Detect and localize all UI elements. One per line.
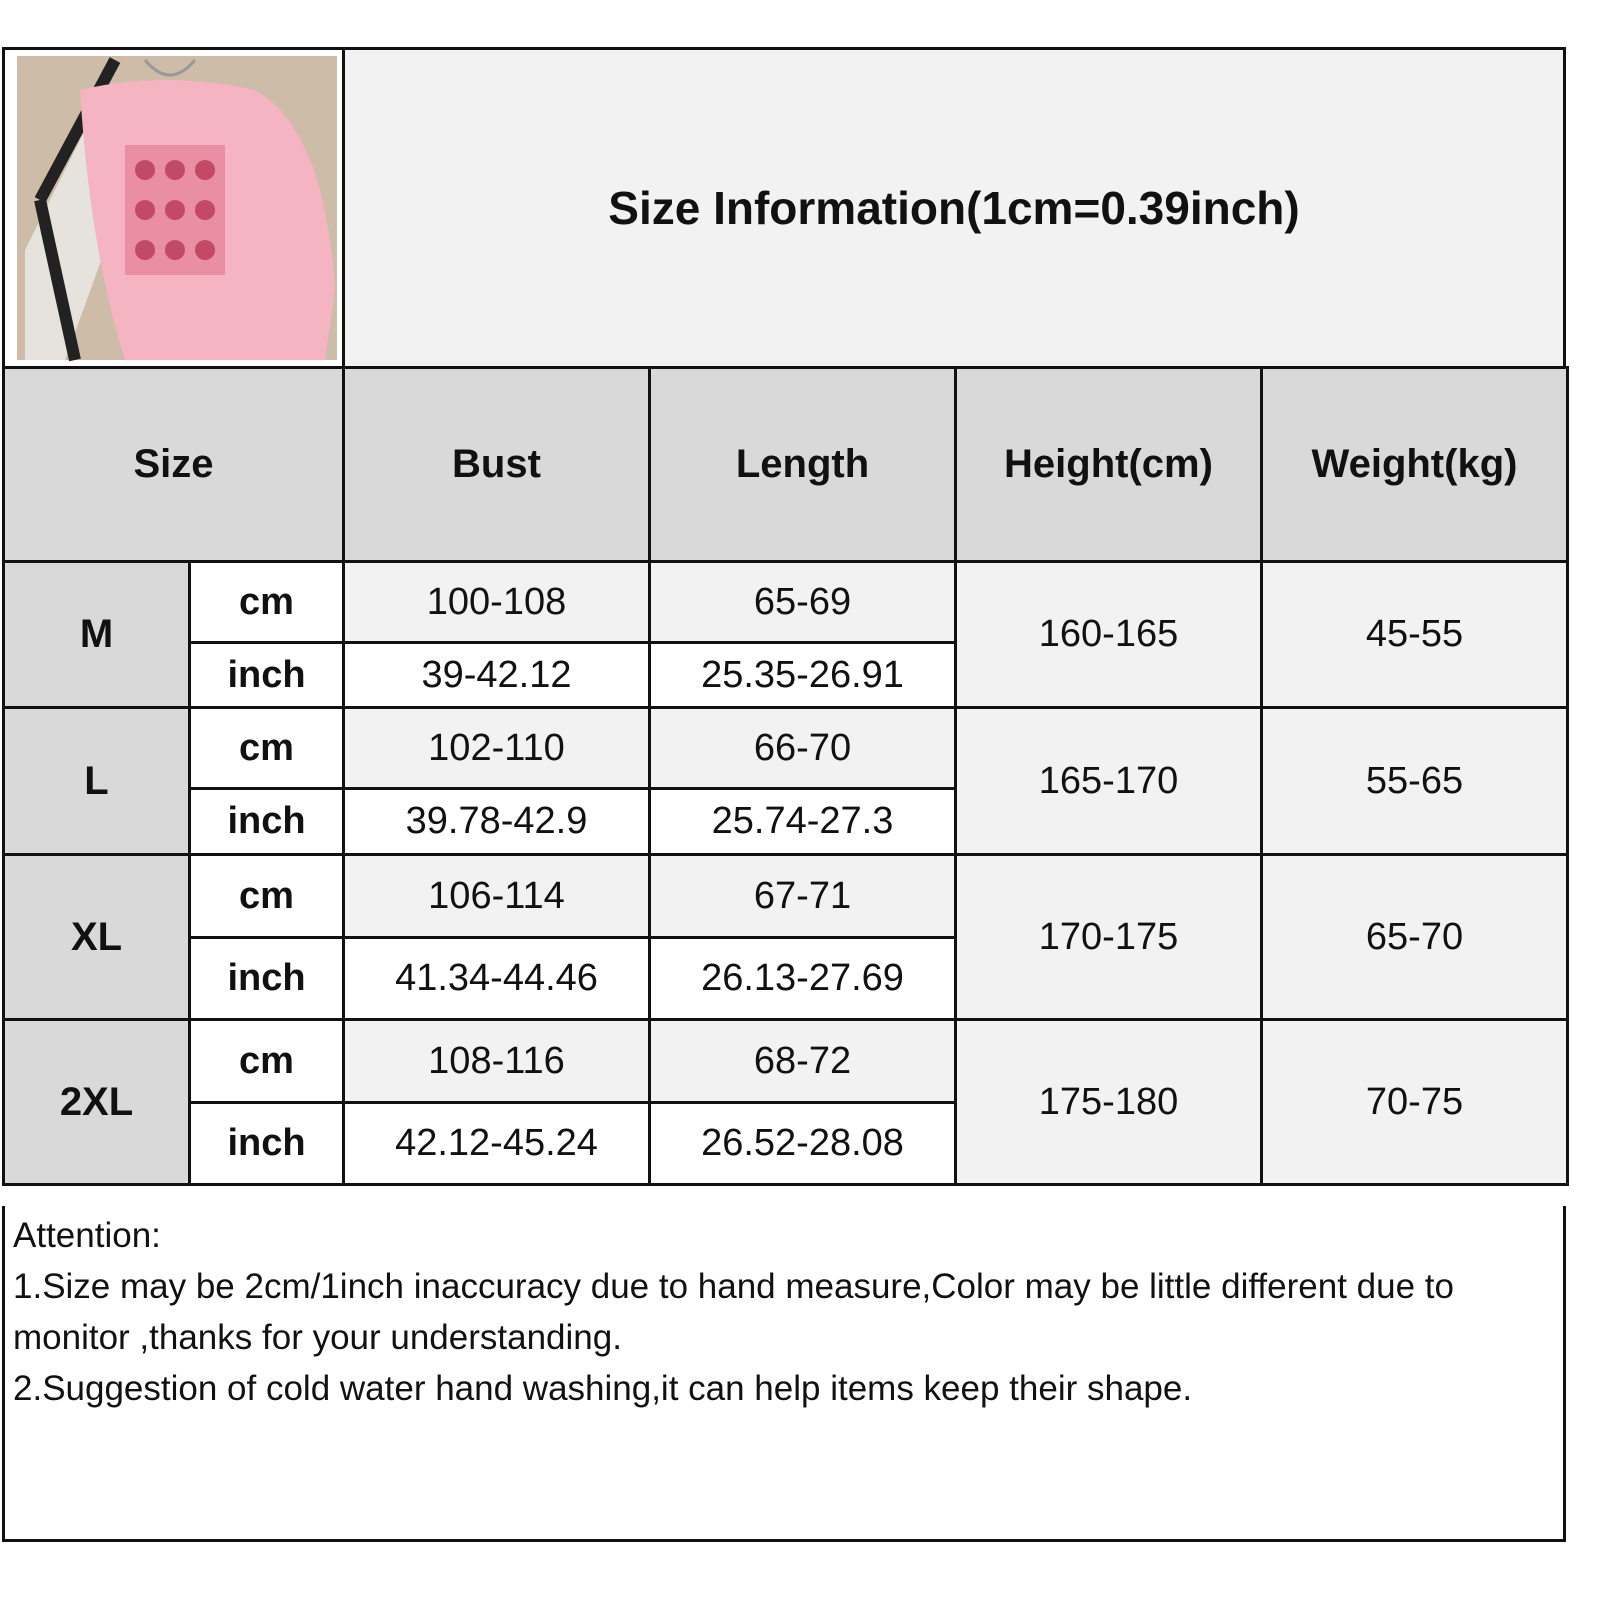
height-range: 175-180	[954, 1018, 1263, 1186]
length-inch: 26.13-27.69	[648, 936, 957, 1021]
bust-inch: 41.34-44.46	[342, 936, 651, 1021]
size-label: 2XL	[2, 1018, 191, 1186]
header-height: Height(cm)	[954, 366, 1263, 563]
header-bust: Bust	[342, 366, 651, 563]
weight-range: 65-70	[1260, 853, 1569, 1021]
unit-cm: cm	[188, 706, 345, 790]
attention-line-1: 1.Size may be 2cm/1inch inaccuracy due t…	[13, 1267, 1464, 1357]
height-range: 165-170	[954, 706, 1263, 856]
length-cm: 66-70	[648, 706, 957, 790]
product-photo	[2, 47, 345, 369]
bust-inch: 39-42.12	[342, 641, 651, 709]
page-title: Size Information(1cm=0.39inch)	[342, 47, 1566, 369]
unit-cm: cm	[188, 1018, 345, 1104]
unit-inch: inch	[188, 936, 345, 1021]
bust-cm: 108-116	[342, 1018, 651, 1104]
height-range: 170-175	[954, 853, 1263, 1021]
bust-inch: 39.78-42.9	[342, 787, 651, 856]
unit-cm: cm	[188, 560, 345, 644]
length-cm: 65-69	[648, 560, 957, 644]
weight-range: 45-55	[1260, 560, 1569, 709]
bust-cm: 102-110	[342, 706, 651, 790]
length-cm: 68-72	[648, 1018, 957, 1104]
header-size: Size	[2, 366, 345, 563]
size-label: M	[2, 560, 191, 709]
bust-cm: 106-114	[342, 853, 651, 939]
header-length: Length	[648, 366, 957, 563]
length-inch: 25.35-26.91	[648, 641, 957, 709]
attention-notes: Attention: 1.Size may be 2cm/1inch inacc…	[2, 1206, 1566, 1542]
length-cm: 67-71	[648, 853, 957, 939]
length-inch: 26.52-28.08	[648, 1101, 957, 1186]
unit-inch: inch	[188, 787, 345, 856]
size-label: XL	[2, 853, 191, 1021]
height-range: 160-165	[954, 560, 1263, 709]
attention-heading: Attention:	[13, 1216, 161, 1255]
unit-cm: cm	[188, 853, 345, 939]
unit-inch: inch	[188, 1101, 345, 1186]
bust-inch: 42.12-45.24	[342, 1101, 651, 1186]
bust-cm: 100-108	[342, 560, 651, 644]
weight-range: 55-65	[1260, 706, 1569, 856]
header-weight: Weight(kg)	[1260, 366, 1569, 563]
attention-line-2: 2.Suggestion of cold water hand washing,…	[13, 1369, 1193, 1408]
unit-inch: inch	[188, 641, 345, 709]
weight-range: 70-75	[1260, 1018, 1569, 1186]
length-inch: 25.74-27.3	[648, 787, 957, 856]
size-label: L	[2, 706, 191, 856]
